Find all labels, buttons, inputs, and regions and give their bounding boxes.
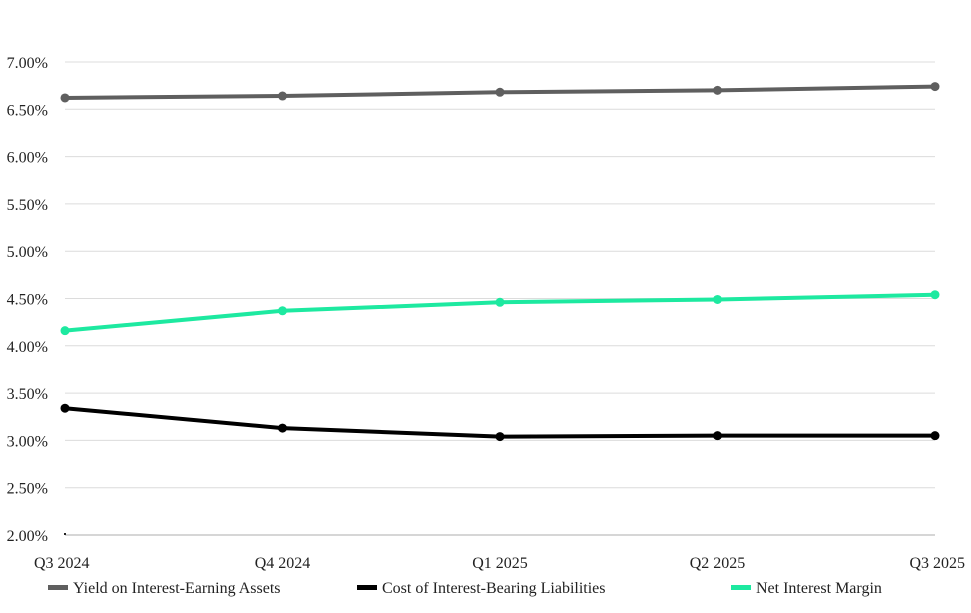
x-axis: Q3 2024 Q4 2024 Q1 2025 Q2 2025 Q3 2025 xyxy=(34,555,965,572)
data-point xyxy=(930,431,940,441)
series-group xyxy=(60,82,940,442)
y-tick-label: 3.50% xyxy=(7,386,48,403)
data-point xyxy=(278,423,287,433)
y-tick-label: 5.00% xyxy=(7,244,48,261)
data-point xyxy=(495,87,505,97)
origin-mark xyxy=(64,533,66,535)
legend-swatch xyxy=(357,585,377,590)
y-tick-label: 6.50% xyxy=(7,102,48,119)
data-point xyxy=(60,326,70,336)
y-tick-label: 7.00% xyxy=(7,55,48,72)
x-tick-label: Q4 2024 xyxy=(255,555,311,572)
data-point xyxy=(495,432,505,442)
y-tick-label: 2.00% xyxy=(7,528,48,545)
y-tick-label: 3.00% xyxy=(7,433,48,450)
legend-swatch xyxy=(48,585,68,590)
data-point xyxy=(713,85,722,95)
data-point xyxy=(713,294,722,304)
y-tick-label: 6.00% xyxy=(7,150,48,167)
x-tick-label: Q1 2025 xyxy=(472,555,528,572)
data-point xyxy=(713,431,722,441)
x-tick-label: Q3 2024 xyxy=(34,555,90,572)
y-tick-label: 4.00% xyxy=(7,339,48,356)
data-point xyxy=(278,306,287,316)
data-point xyxy=(930,82,940,92)
data-point xyxy=(60,403,70,413)
data-point xyxy=(278,91,287,101)
x-tick-label: Q2 2025 xyxy=(690,555,746,572)
y-tick-label: 4.50% xyxy=(7,292,48,309)
y-axis: 2.00% 2.50% 3.00% 3.50% 4.00% 4.50% 5.00% 5.50%… xyxy=(7,55,48,545)
data-point xyxy=(930,290,940,300)
legend-swatch xyxy=(731,585,751,590)
legend-label: Net Interest Margin xyxy=(756,580,882,597)
data-point xyxy=(60,93,70,103)
legend-label: Yield on Interest-Earning Assets xyxy=(73,580,281,597)
y-tick-label: 5.50% xyxy=(7,197,48,214)
data-point xyxy=(495,297,505,307)
y-tick-label: 2.50% xyxy=(7,481,48,498)
legend-label: Cost of Interest-Bearing Liabilities xyxy=(382,580,606,597)
legend: Yield on Interest-Earning Assets Cost of … xyxy=(48,580,882,597)
x-tick-label: Q3 2025 xyxy=(909,555,965,572)
